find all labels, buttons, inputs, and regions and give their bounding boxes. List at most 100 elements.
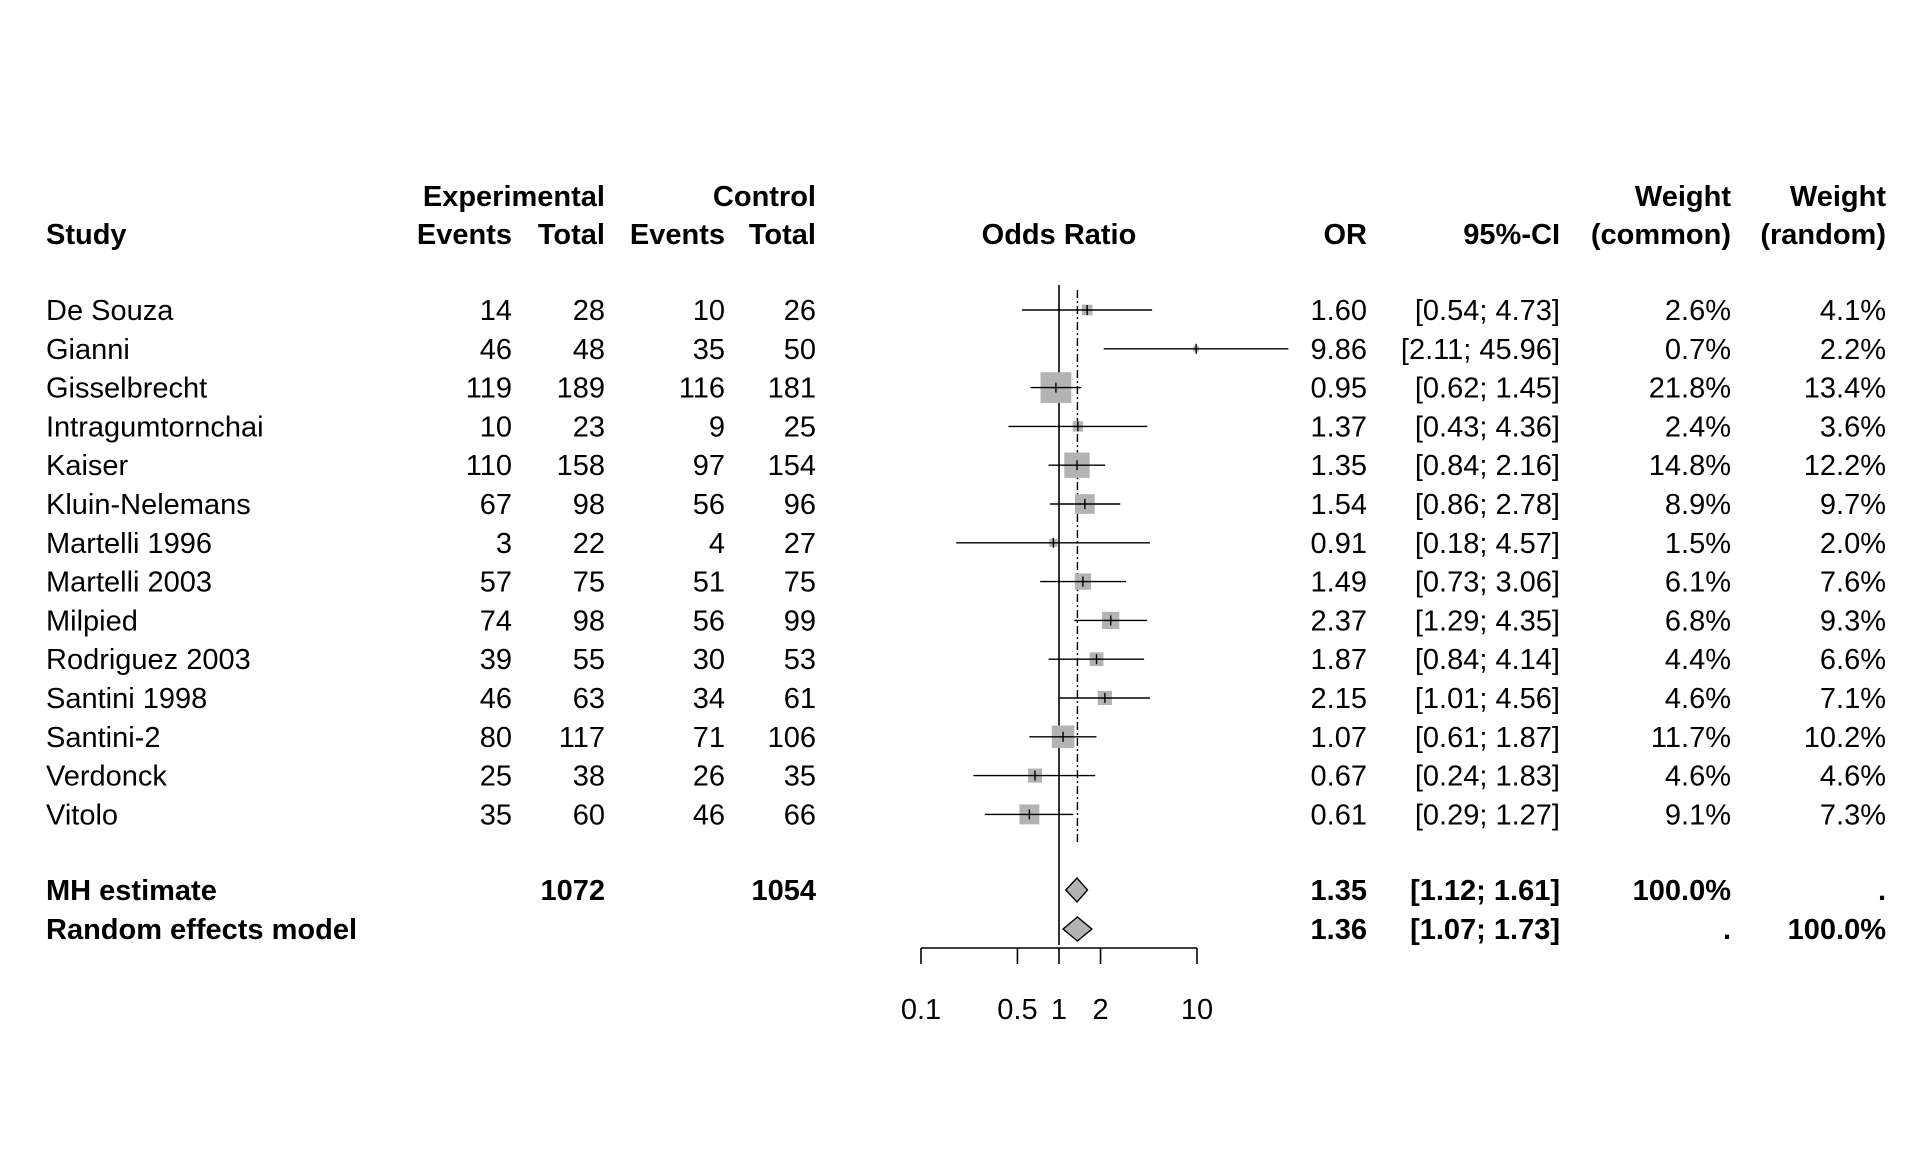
ctrl-events: 46: [693, 799, 725, 831]
header-ctrl-total: Total: [749, 219, 816, 251]
exp-events: 25: [480, 761, 512, 793]
weight-common: 11.7%: [1651, 722, 1731, 754]
pooled-row: MH estimate 1072 1054 1.35 [1.12; 1.61] 100.0…: [46, 875, 1886, 907]
table-row: Intragumtornchai 10 23 9 25 1.37 [0.43; 4.36] 2…: [46, 411, 1886, 443]
weight-random: 4.6%: [1820, 761, 1886, 793]
ci-value: [1.29; 4.35]: [1415, 605, 1560, 637]
ctrl-events: 9: [709, 411, 725, 443]
exp-events: 119: [466, 373, 512, 405]
ctrl-total: 61: [784, 683, 816, 715]
exp-events: 35: [480, 799, 512, 831]
or-value: 1.37: [1311, 411, 1367, 443]
study-marker: [973, 768, 1096, 783]
study-name: Martelli 1996: [46, 528, 212, 560]
table-row: Kaiser 110 158 97 154 1.35 [0.84; 2.16] 14.8% 12…: [46, 450, 1886, 482]
or-value: 0.61: [1311, 799, 1367, 831]
table-row: Santini 1998 46 63 34 61 2.15 [1.01; 4.56] 4.6%…: [46, 683, 1886, 715]
header-or: OR: [1324, 219, 1368, 251]
weight-random: 2.2%: [1820, 334, 1886, 366]
exp-total: 23: [573, 411, 605, 443]
ci-value: [1.01; 4.56]: [1415, 683, 1560, 715]
x-tick-label: 10: [1181, 994, 1213, 1026]
weight-common: 4.4%: [1665, 644, 1731, 676]
pooled-weight-common: .: [1723, 914, 1731, 946]
exp-total: 98: [573, 605, 605, 637]
ctrl-events: 35: [693, 334, 725, 366]
ctrl-total: 53: [784, 644, 816, 676]
exp-events: 67: [480, 489, 512, 521]
pooled-or: 1.36: [1311, 914, 1367, 946]
header-weight-common-2: (common): [1591, 219, 1731, 251]
pooled-or: 1.35: [1311, 875, 1367, 907]
or-value: 1.07: [1311, 722, 1367, 754]
ci-value: [0.84; 4.14]: [1415, 644, 1560, 676]
exp-total: 48: [573, 334, 605, 366]
study-marker: [1040, 573, 1127, 590]
ctrl-total: 25: [784, 411, 816, 443]
pooled-ci: [1.07; 1.73]: [1410, 914, 1560, 946]
ci-value: [0.84; 2.16]: [1415, 450, 1560, 482]
ctrl-events: 4: [709, 528, 725, 560]
study-marker: [1029, 725, 1097, 749]
study-rows: De Souza 14 28 10 26 1.60 [0.54; 4.73] 2.6% 4.1%…: [46, 295, 1886, 946]
or-value: 1.87: [1311, 644, 1367, 676]
exp-total: 38: [573, 761, 605, 793]
weight-random: 13.4%: [1804, 373, 1886, 405]
study-marker: [1059, 690, 1150, 706]
table-row: Martelli 2003 57 75 51 75 1.49 [0.73; 3.06] 6.1…: [46, 567, 1886, 599]
ci-value: [0.18; 4.57]: [1415, 528, 1560, 560]
exp-total: 98: [573, 489, 605, 521]
weight-random: 7.6%: [1820, 567, 1886, 599]
or-value: 0.67: [1311, 761, 1367, 793]
weight-random: 7.1%: [1820, 683, 1886, 715]
study-name: Gianni: [46, 334, 130, 366]
ctrl-total: 96: [784, 489, 816, 521]
weight-common: 2.4%: [1665, 411, 1731, 443]
exp-total: 55: [573, 644, 605, 676]
weight-random: 10.2%: [1804, 722, 1886, 754]
weight-common: 6.1%: [1665, 567, 1731, 599]
study-name: Santini-2: [46, 722, 160, 754]
exp-total: 63: [573, 683, 605, 715]
pooled-ctrl-total: 1054: [751, 875, 816, 907]
weight-common: 9.1%: [1665, 799, 1731, 831]
ci-value: [0.29; 1.27]: [1415, 799, 1560, 831]
or-value: 2.37: [1311, 605, 1367, 637]
table-row: Rodriguez 2003 39 55 30 53 1.87 [0.84; 4.14] 4.…: [46, 644, 1886, 676]
pooled-diamond: [1064, 876, 1089, 904]
ctrl-events: 51: [693, 567, 725, 599]
exp-total: 189: [557, 373, 605, 405]
pooled-weight-random: 100.0%: [1788, 914, 1887, 946]
weight-common: 21.8%: [1649, 373, 1731, 405]
or-value: 0.91: [1311, 528, 1367, 560]
exp-events: 10: [480, 411, 512, 443]
study-name: Rodriguez 2003: [46, 644, 251, 676]
table-row: Gisselbrecht 119 189 116 181 0.95 [0.62; 1.45]…: [46, 373, 1886, 405]
study-marker: [1022, 304, 1153, 316]
ci-value: [0.61; 1.87]: [1415, 722, 1560, 754]
exp-total: 60: [573, 799, 605, 831]
study-marker: [1048, 452, 1106, 478]
ci-value: [0.62; 1.45]: [1415, 373, 1560, 405]
table-row: Kluin-Nelemans 67 98 56 96 1.54 [0.86; 2.78] 8.…: [46, 489, 1886, 521]
table-row: Vitolo 35 60 46 66 0.61 [0.29; 1.27] 9.1% 7.3%: [46, 799, 1886, 831]
or-value: 9.86: [1311, 334, 1367, 366]
study-name: Milpied: [46, 605, 138, 637]
ctrl-total: 35: [784, 761, 816, 793]
ci-value: [0.24; 1.83]: [1415, 761, 1560, 793]
study-name: Kaiser: [46, 450, 129, 482]
weight-random: 3.6%: [1820, 411, 1886, 443]
header-exp-events: Events: [417, 219, 512, 251]
exp-events: 14: [480, 295, 512, 327]
ctrl-events: 34: [693, 683, 725, 715]
weight-random: 12.2%: [1804, 450, 1886, 482]
ctrl-total: 106: [768, 722, 816, 754]
weight-common: 1.5%: [1665, 528, 1731, 560]
weight-random: 2.0%: [1820, 528, 1886, 560]
ctrl-total: 27: [784, 528, 816, 560]
header-exp-total: Total: [538, 219, 605, 251]
x-tick-label: 1: [1051, 994, 1067, 1026]
pooled-exp-total: 1072: [540, 875, 605, 907]
weight-random: 9.7%: [1820, 489, 1886, 521]
